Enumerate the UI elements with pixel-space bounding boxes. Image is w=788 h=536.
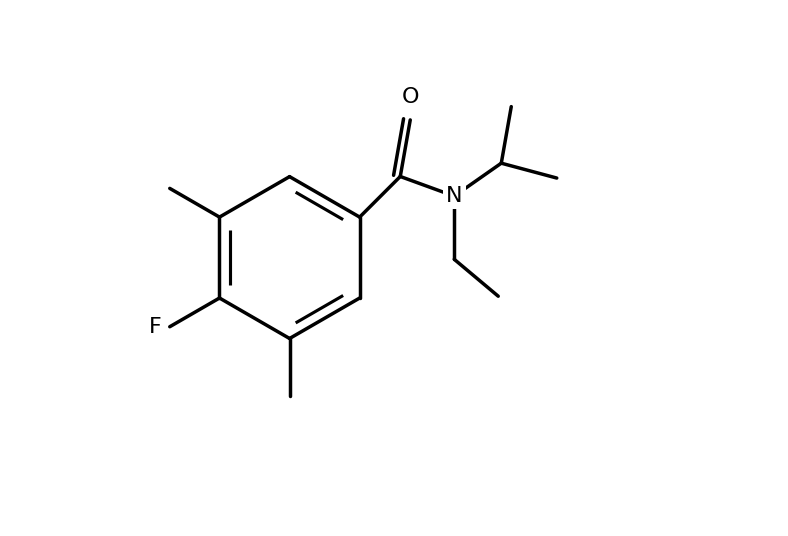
Text: F: F (149, 317, 162, 337)
Text: N: N (446, 186, 463, 206)
Text: O: O (402, 87, 419, 107)
